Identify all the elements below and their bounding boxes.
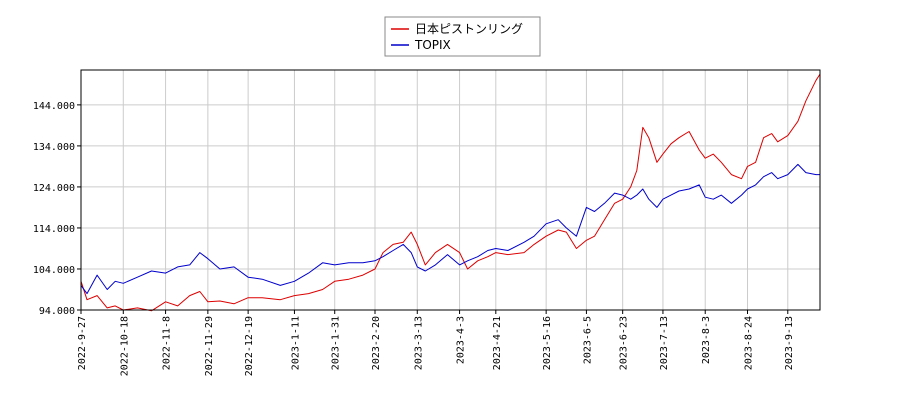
x-tick-label: 2023-8-24 bbox=[744, 316, 755, 370]
x-tick-label: 2023-1-31 bbox=[331, 316, 342, 370]
y-tick-label: 124.000 bbox=[33, 183, 75, 194]
x-tick-label: 2022-9-27 bbox=[77, 316, 88, 370]
x-tick-label: 2023-3-13 bbox=[413, 316, 424, 370]
x-tick-label: 2023-7-13 bbox=[659, 316, 670, 370]
y-axis: 94.000 104.000 114.000 124.000 134.000 144.00… bbox=[33, 101, 81, 317]
y-tick-label: 134.000 bbox=[33, 142, 75, 153]
series-line-1 bbox=[80, 163, 820, 295]
x-axis: 2022-9-27 2022-10-18 2022-11-8 2022-11-29 20… bbox=[77, 310, 795, 376]
x-tick-label: 2022-12-19 bbox=[244, 316, 255, 376]
x-tick-label: 2023-6-23 bbox=[619, 316, 630, 370]
legend-label-0: 日本ピストンリング bbox=[415, 22, 523, 36]
series-layer bbox=[80, 73, 821, 312]
plot-frame bbox=[80, 69, 821, 311]
series-line-0 bbox=[80, 73, 821, 312]
x-tick-label: 2023-5-16 bbox=[542, 316, 553, 370]
legend: 日本ピストンリング TOPIX bbox=[384, 16, 541, 57]
x-tick-label: 2022-11-8 bbox=[162, 316, 173, 370]
legend-box bbox=[384, 16, 541, 57]
y-tick-label: 94.000 bbox=[39, 306, 75, 317]
x-tick-label: 2022-11-29 bbox=[204, 316, 215, 376]
y-tick-label: 114.000 bbox=[33, 224, 75, 235]
x-tick-label: 2023-4-3 bbox=[456, 316, 467, 364]
x-tick-label: 2023-4-21 bbox=[492, 316, 503, 370]
x-tick-label: 2023-1-11 bbox=[290, 316, 301, 370]
x-tick-label: 2023-2-20 bbox=[371, 316, 382, 370]
grid-lines bbox=[80, 70, 820, 311]
x-tick-label: 2022-10-18 bbox=[119, 316, 130, 376]
legend-label-1: TOPIX bbox=[414, 38, 451, 52]
y-tick-label: 144.000 bbox=[33, 101, 75, 112]
x-tick-label: 2023-6-5 bbox=[582, 316, 593, 364]
x-tick-label: 2023-8-3 bbox=[701, 316, 712, 364]
x-tick-label: 2023-9-13 bbox=[784, 316, 795, 370]
y-tick-label: 104.000 bbox=[33, 265, 75, 276]
